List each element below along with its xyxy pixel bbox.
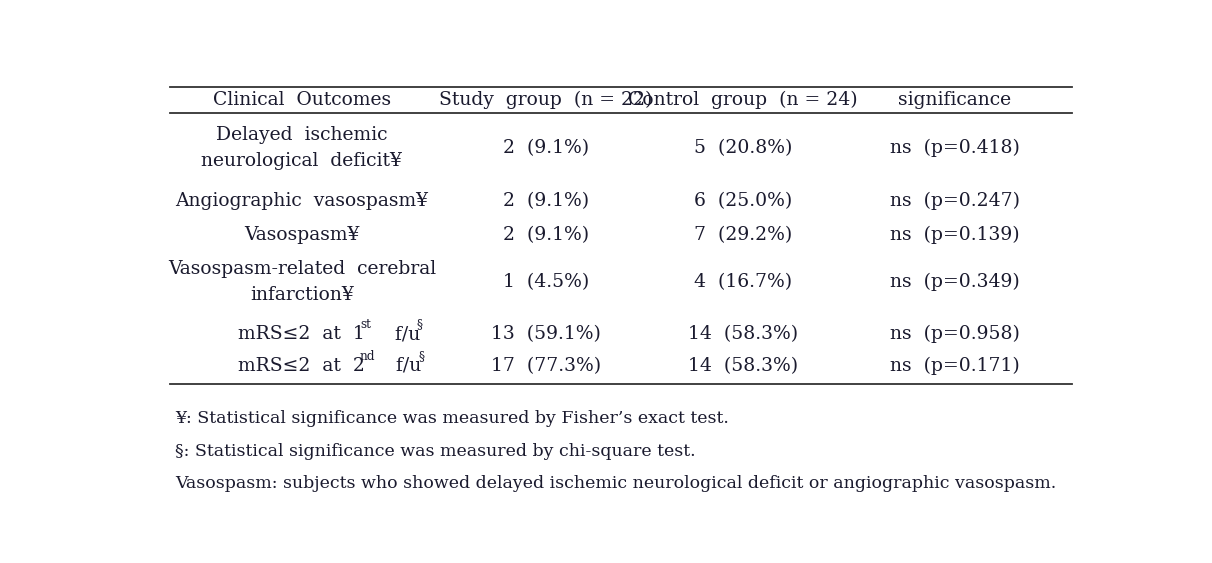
Text: Control  group  (n = 24): Control group (n = 24) — [629, 91, 858, 109]
Text: 5  (20.8%): 5 (20.8%) — [694, 138, 793, 157]
Text: 4  (16.7%): 4 (16.7%) — [694, 273, 793, 291]
Text: ns  (p=0.139): ns (p=0.139) — [890, 226, 1019, 244]
Text: ns  (p=0.171): ns (p=0.171) — [890, 357, 1019, 375]
Text: 6  (25.0%): 6 (25.0%) — [694, 191, 793, 209]
Text: Clinical  Outcomes: Clinical Outcomes — [213, 91, 390, 109]
Text: 14  (58.3%): 14 (58.3%) — [688, 325, 799, 343]
Text: infarction¥: infarction¥ — [250, 286, 354, 304]
Text: ¥: Statistical significance was measured by Fisher’s exact test.: ¥: Statistical significance was measured… — [175, 410, 728, 427]
Text: Study  group  (n = 22): Study group (n = 22) — [439, 91, 653, 109]
Text: 7  (29.2%): 7 (29.2%) — [694, 226, 793, 244]
Text: mRS≤2  at  1: mRS≤2 at 1 — [239, 325, 365, 343]
Text: Vasospasm-related  cerebral: Vasospasm-related cerebral — [167, 260, 436, 278]
Text: Vasospasm¥: Vasospasm¥ — [244, 226, 360, 244]
Text: ns  (p=0.418): ns (p=0.418) — [890, 138, 1019, 157]
Text: nd: nd — [360, 350, 376, 363]
Text: 17  (77.3%): 17 (77.3%) — [491, 357, 601, 375]
Text: f/u: f/u — [383, 325, 419, 343]
Text: neurological  deficit¥: neurological deficit¥ — [201, 152, 402, 170]
Text: 2  (9.1%): 2 (9.1%) — [503, 226, 589, 244]
Text: 1  (4.5%): 1 (4.5%) — [503, 273, 589, 291]
Text: §: § — [418, 350, 424, 363]
Text: ns  (p=0.958): ns (p=0.958) — [890, 325, 1019, 343]
Text: 2  (9.1%): 2 (9.1%) — [503, 138, 589, 157]
Text: 2  (9.1%): 2 (9.1%) — [503, 191, 589, 209]
Text: Vasospasm: subjects who showed delayed ischemic neurological deficit or angiogra: Vasospasm: subjects who showed delayed i… — [175, 475, 1056, 492]
Text: st: st — [360, 318, 371, 331]
Text: §: Statistical significance was measured by chi-square test.: §: Statistical significance was measured… — [175, 443, 696, 460]
Text: ns  (p=0.349): ns (p=0.349) — [890, 273, 1019, 291]
Text: §: § — [417, 318, 423, 331]
Text: 14  (58.3%): 14 (58.3%) — [688, 357, 799, 375]
Text: Delayed  ischemic: Delayed ischemic — [216, 126, 388, 144]
Text: f/u: f/u — [384, 357, 422, 375]
Text: ns  (p=0.247): ns (p=0.247) — [890, 191, 1019, 210]
Text: 13  (59.1%): 13 (59.1%) — [491, 325, 601, 343]
Text: mRS≤2  at  2: mRS≤2 at 2 — [239, 357, 365, 375]
Text: significance: significance — [898, 91, 1011, 109]
Text: Angiographic  vasospasm¥: Angiographic vasospasm¥ — [176, 191, 428, 209]
